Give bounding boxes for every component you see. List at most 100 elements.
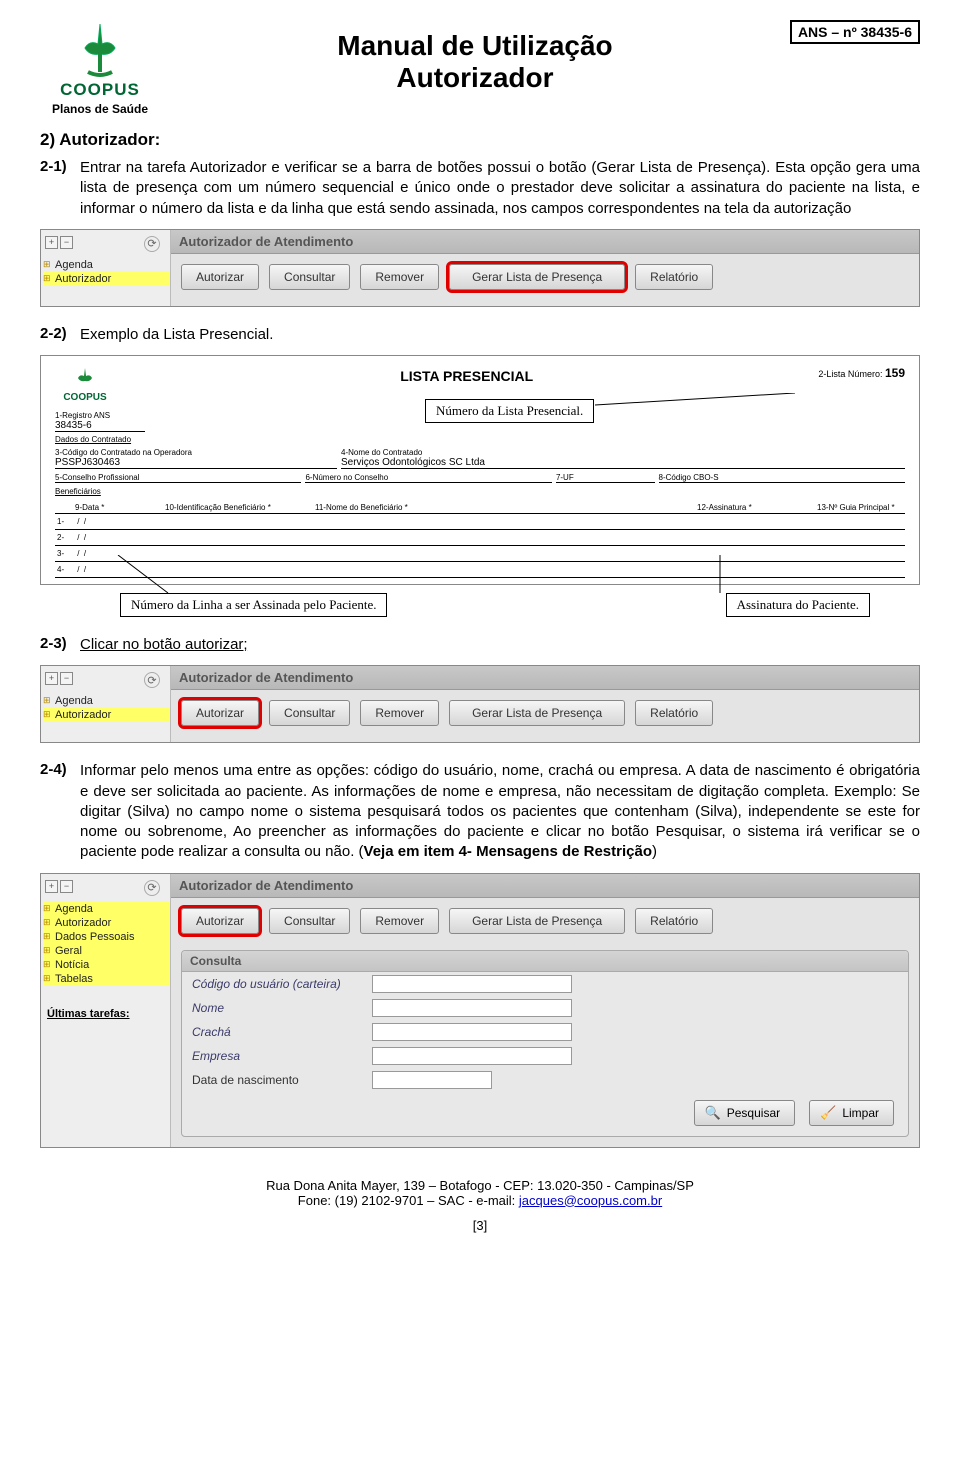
footer-phone: Fone: (19) 2102-9701 – SAC - e-mail: bbox=[298, 1193, 519, 1208]
relatorio-button[interactable]: Relatório bbox=[635, 700, 713, 726]
ui-screenshot-3: + − ⟳ Agenda Autorizador Dados Pessoais … bbox=[40, 873, 920, 1148]
nome-contratado-label: 4-Nome do Contratado bbox=[341, 448, 905, 457]
tree-item-tabelas[interactable]: Tabelas bbox=[43, 972, 170, 986]
tree-item-autorizador[interactable]: Autorizador bbox=[43, 272, 170, 286]
doc-mini-logo: COOPUS bbox=[55, 366, 115, 403]
logo-block: COOPUS Planos de Saúde bbox=[40, 20, 160, 116]
nome-contratado-value: Serviços Odontológicos SC Ltda bbox=[341, 457, 905, 469]
footer-email-link[interactable]: jacques@coopus.com.br bbox=[519, 1193, 662, 1208]
ui-screenshot-2: + − ⟳ Agenda Autorizador Autorizador de … bbox=[40, 665, 920, 743]
panel-title: Autorizador de Atendimento bbox=[171, 666, 919, 690]
remover-button[interactable]: Remover bbox=[360, 908, 439, 934]
ans-number-box: ANS – nº 38435-6 bbox=[790, 20, 920, 44]
tree-item-autorizador[interactable]: Autorizador bbox=[43, 708, 170, 722]
callout-numero-lista: Número da Lista Presencial. bbox=[425, 399, 594, 423]
autorizar-button[interactable]: Autorizar bbox=[181, 908, 259, 934]
input-empresa[interactable] bbox=[372, 1047, 572, 1065]
consultar-button[interactable]: Consultar bbox=[269, 700, 350, 726]
autorizar-button[interactable]: Autorizar bbox=[181, 700, 259, 726]
col-data: 9-Data * bbox=[73, 502, 163, 514]
para-2-4-text: Informar pelo menos uma entre as opções:… bbox=[80, 761, 920, 862]
autorizar-button[interactable]: Autorizar bbox=[181, 264, 259, 290]
tree-collapse-icon[interactable]: − bbox=[60, 672, 73, 685]
search-icon: 🔍 bbox=[705, 1105, 721, 1121]
callout-numero-linha: Número da Linha a ser Assinada pelo Paci… bbox=[120, 593, 387, 617]
input-data-nascimento[interactable] bbox=[372, 1071, 492, 1089]
cod-contratado-value: PSSPJ630463 bbox=[55, 457, 337, 469]
beneficiarios-label: Beneficiários bbox=[55, 487, 905, 496]
lista-num-label: 2-Lista Número: bbox=[818, 369, 882, 379]
gerar-lista-button[interactable]: Gerar Lista de Presença bbox=[449, 264, 625, 290]
tree-collapsed-icon[interactable]: − bbox=[60, 880, 73, 893]
table-row: 2- / / bbox=[55, 530, 905, 546]
relatorio-button[interactable]: Relatório bbox=[635, 908, 713, 934]
pesquisar-button[interactable]: 🔍Pesquisar bbox=[694, 1100, 796, 1126]
tree-sidebar-2: + − ⟳ Agenda Autorizador bbox=[41, 666, 171, 742]
coopus-logo-icon bbox=[70, 20, 130, 80]
cod-contratado-label: 3-Código do Contratado na Operadora bbox=[55, 448, 337, 457]
label-cracha: Crachá bbox=[192, 1025, 372, 1039]
ultimas-tarefas-label: Últimas tarefas: bbox=[43, 1008, 170, 1020]
col-assinatura: 12-Assinatura * bbox=[695, 502, 815, 514]
tree-refresh-icon[interactable]: ⟳ bbox=[144, 236, 160, 252]
table-row: 3- / / bbox=[55, 546, 905, 562]
beneficiarios-table: 9-Data * 10-Identificação Beneficiário *… bbox=[55, 502, 905, 578]
tree-item-geral[interactable]: Geral bbox=[43, 944, 170, 958]
para-2-2-num: 2-2) bbox=[40, 325, 80, 342]
tree-expand-icon[interactable]: + bbox=[45, 880, 58, 893]
remover-button[interactable]: Remover bbox=[360, 264, 439, 290]
callout-assinatura: Assinatura do Paciente. bbox=[726, 593, 870, 617]
label-data-nascimento: Data de nascimento bbox=[192, 1073, 372, 1087]
col-nome: 11-Nome do Beneficiário * bbox=[313, 502, 695, 514]
doc-title: Manual de Utilização Autorizador bbox=[160, 20, 790, 94]
reg-ans-value: 38435-6 bbox=[55, 420, 145, 432]
tree-item-noticia[interactable]: Notícia bbox=[43, 958, 170, 972]
table-row: 4- / / bbox=[55, 562, 905, 578]
page-footer: Rua Dona Anita Mayer, 139 – Botafogo - C… bbox=[40, 1178, 920, 1208]
gerar-lista-button[interactable]: Gerar Lista de Presença bbox=[449, 908, 625, 934]
consultar-button[interactable]: Consultar bbox=[269, 264, 350, 290]
gerar-lista-button[interactable]: Gerar Lista de Presença bbox=[449, 700, 625, 726]
input-codigo-usuario[interactable] bbox=[372, 975, 572, 993]
para-2-1-num: 2-1) bbox=[40, 158, 80, 175]
title-line2: Autorizador bbox=[160, 62, 790, 94]
mini-logo-icon bbox=[71, 366, 99, 390]
tree-expand-icon[interactable]: + bbox=[45, 236, 58, 249]
f8-label: 8-Código CBO-S bbox=[659, 473, 719, 482]
para-2-3-num: 2-3) bbox=[40, 635, 80, 652]
consulta-panel: Consulta Código do usuário (carteira) No… bbox=[181, 950, 909, 1137]
clear-icon: 🧹 bbox=[820, 1105, 836, 1121]
para-2-1-text: Entrar na tarefa Autorizador e verificar… bbox=[80, 158, 920, 219]
tree-item-dados[interactable]: Dados Pessoais bbox=[43, 930, 170, 944]
limpar-button[interactable]: 🧹Limpar bbox=[809, 1100, 894, 1126]
tree-item-agenda[interactable]: Agenda bbox=[43, 258, 170, 272]
label-codigo-usuario: Código do usuário (carteira) bbox=[192, 977, 372, 991]
tree-item-autorizador[interactable]: Autorizador bbox=[43, 916, 170, 930]
para-2-2-text: Exemplo da Lista Presencial. bbox=[80, 325, 920, 345]
footer-address: Rua Dona Anita Mayer, 139 – Botafogo - C… bbox=[40, 1178, 920, 1193]
input-cracha[interactable] bbox=[372, 1023, 572, 1041]
tree-refresh-icon[interactable]: ⟳ bbox=[144, 880, 160, 896]
tree-sidebar-3: + − ⟳ Agenda Autorizador Dados Pessoais … bbox=[41, 874, 171, 1147]
f6-label: 6-Número no Conselho bbox=[305, 473, 388, 482]
ui-screenshot-1: + − ⟳ Agenda Autorizador Autorizador de … bbox=[40, 229, 920, 307]
col-ident: 10-Identificação Beneficiário * bbox=[163, 502, 313, 514]
tree-expand-icon[interactable]: + bbox=[45, 672, 58, 685]
remover-button[interactable]: Remover bbox=[360, 700, 439, 726]
tree-collapse-icon[interactable]: − bbox=[60, 236, 73, 249]
page-number: [3] bbox=[40, 1218, 920, 1233]
lista-presencial-doc: COOPUS LISTA PRESENCIAL 2-Lista Número: … bbox=[40, 355, 920, 585]
logo-subtitle: Planos de Saúde bbox=[40, 102, 160, 116]
consultar-button[interactable]: Consultar bbox=[269, 908, 350, 934]
input-nome[interactable] bbox=[372, 999, 572, 1017]
logo-name: COOPUS bbox=[40, 80, 160, 100]
tree-item-agenda[interactable]: Agenda bbox=[43, 902, 170, 916]
para-2-4-num: 2-4) bbox=[40, 761, 80, 778]
lista-num-value: 159 bbox=[885, 366, 905, 380]
relatorio-button[interactable]: Relatório bbox=[635, 264, 713, 290]
tree-item-agenda[interactable]: Agenda bbox=[43, 694, 170, 708]
title-line1: Manual de Utilização bbox=[160, 30, 790, 62]
tree-sidebar: + − ⟳ Agenda Autorizador bbox=[41, 230, 171, 306]
col-guia: 13-Nº Guia Principal * bbox=[815, 502, 905, 514]
tree-refresh-icon[interactable]: ⟳ bbox=[144, 672, 160, 688]
